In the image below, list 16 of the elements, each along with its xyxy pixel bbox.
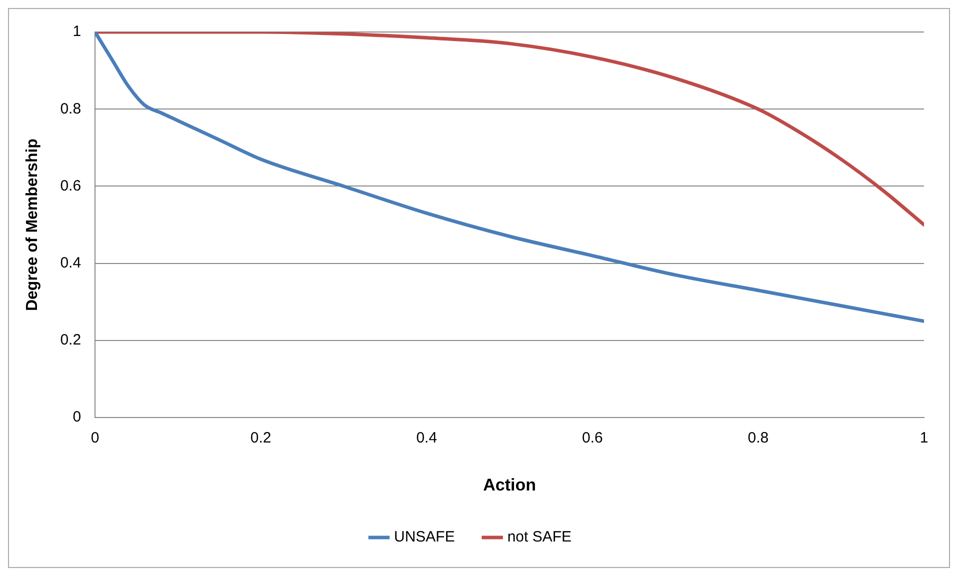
y-tick-label: 0 [72,408,82,426]
x-tick-label: 0 [90,430,100,447]
y-axis-title: Degree of Membership [24,138,42,312]
y-tick-label: 1 [72,23,82,40]
x-tick-label: 0.4 [416,430,438,447]
y-tick-label: 0.8 [60,100,82,118]
legend-label: not SAFE [507,528,572,546]
x-tick-label: 0.6 [582,430,603,447]
y-tick-label: 0.4 [60,254,82,272]
x-axis-title: Action [483,475,536,494]
x-tick-label: 0.8 [748,430,769,447]
x-tick-label: 1 [920,430,928,447]
y-tick-label: 0.2 [60,332,82,349]
x-tick-label: 0.2 [250,430,272,447]
y-tick-label: 0.6 [60,177,82,194]
legend-label: UNSAFE [394,528,455,546]
